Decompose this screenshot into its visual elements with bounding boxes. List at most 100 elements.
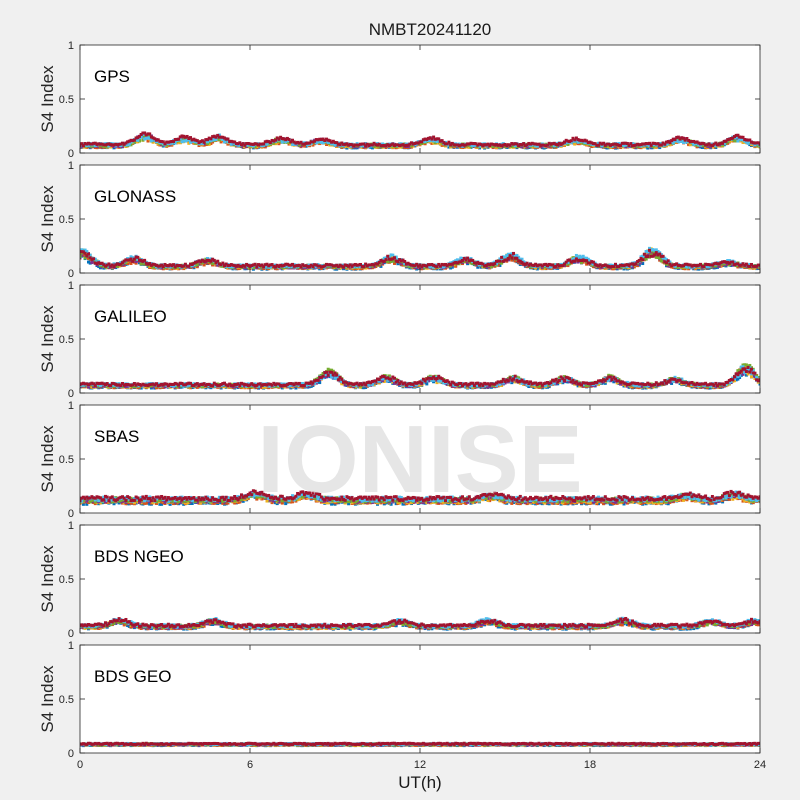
data-point — [372, 145, 376, 149]
data-point — [714, 266, 718, 270]
data-point — [206, 141, 209, 145]
data-point — [345, 142, 349, 146]
data-point — [187, 141, 191, 145]
data-point — [641, 262, 645, 266]
data-point — [360, 267, 364, 271]
data-point — [161, 263, 165, 267]
data-point — [668, 141, 672, 145]
data-point — [212, 134, 216, 138]
data-point — [438, 139, 442, 143]
data-point — [121, 145, 124, 149]
data-point — [352, 144, 356, 148]
data-point — [112, 262, 116, 266]
data-point — [326, 138, 330, 142]
data-point — [309, 140, 313, 144]
data-point — [364, 264, 368, 268]
data-point — [391, 255, 395, 259]
data-point — [168, 265, 172, 269]
data-point — [495, 145, 498, 149]
data-point — [321, 137, 325, 141]
data-point — [226, 266, 230, 270]
data-point — [92, 144, 96, 148]
data-point — [360, 145, 364, 149]
data-point — [753, 266, 757, 270]
data-point — [676, 137, 680, 141]
data-point — [673, 138, 677, 142]
data-point — [173, 141, 177, 145]
data-point — [466, 260, 470, 264]
data-point — [661, 260, 665, 264]
data-point — [291, 265, 294, 269]
data-point — [483, 143, 487, 147]
data-point — [370, 266, 374, 270]
data-point — [394, 257, 398, 261]
data-point — [518, 143, 522, 147]
data-point — [510, 254, 514, 258]
data-point — [234, 142, 238, 146]
data-point — [665, 140, 668, 144]
data-point — [610, 144, 614, 148]
data-point — [704, 143, 708, 147]
data-point — [129, 140, 133, 144]
data-point — [393, 143, 396, 147]
data-point — [447, 145, 451, 149]
data-point — [85, 142, 89, 146]
data-point — [216, 261, 220, 265]
data-point — [335, 143, 339, 147]
data-point — [574, 141, 578, 145]
data-point — [420, 140, 424, 144]
data-point — [586, 140, 590, 144]
data-point — [411, 144, 415, 148]
data-point — [274, 263, 277, 267]
data-point — [141, 138, 145, 142]
data-point — [488, 265, 492, 269]
data-point — [471, 142, 475, 146]
data-point — [187, 136, 191, 140]
data-point — [197, 141, 201, 145]
data-point — [177, 137, 181, 141]
data-point — [246, 145, 250, 149]
data-point — [173, 139, 177, 143]
data-point — [659, 259, 663, 263]
data-point — [403, 146, 407, 150]
data-point — [478, 144, 481, 148]
data-point — [731, 139, 735, 143]
data-point — [469, 143, 473, 147]
data-point — [173, 138, 177, 142]
data-point — [614, 265, 617, 269]
data-point — [216, 263, 220, 267]
data-point — [353, 265, 357, 269]
data-point — [353, 143, 357, 147]
data-point — [285, 265, 289, 269]
data-point — [192, 137, 196, 141]
data-point — [90, 261, 94, 265]
data-points — [80, 131, 760, 150]
data-point — [238, 141, 242, 145]
data-point — [557, 143, 561, 147]
data-point — [364, 142, 368, 146]
data-point — [211, 140, 215, 144]
data-point — [440, 141, 444, 145]
data-point — [734, 133, 738, 137]
data-point — [297, 141, 301, 145]
data-point — [433, 141, 437, 145]
data-point — [617, 143, 621, 147]
data-point — [231, 142, 235, 146]
data-point — [642, 145, 646, 149]
data-point — [449, 143, 453, 147]
data-point — [149, 262, 153, 266]
data-point — [690, 140, 694, 144]
data-point — [309, 265, 313, 269]
data-point — [219, 135, 223, 139]
data-point — [95, 142, 99, 146]
data-point — [207, 140, 211, 144]
data-point — [194, 263, 198, 267]
data-point — [206, 260, 209, 264]
data-point — [743, 138, 747, 142]
data-point — [134, 136, 138, 140]
data-point — [248, 142, 252, 146]
data-point — [338, 143, 342, 147]
data-point — [585, 141, 589, 145]
data-point — [421, 138, 425, 142]
data-point — [551, 142, 555, 146]
